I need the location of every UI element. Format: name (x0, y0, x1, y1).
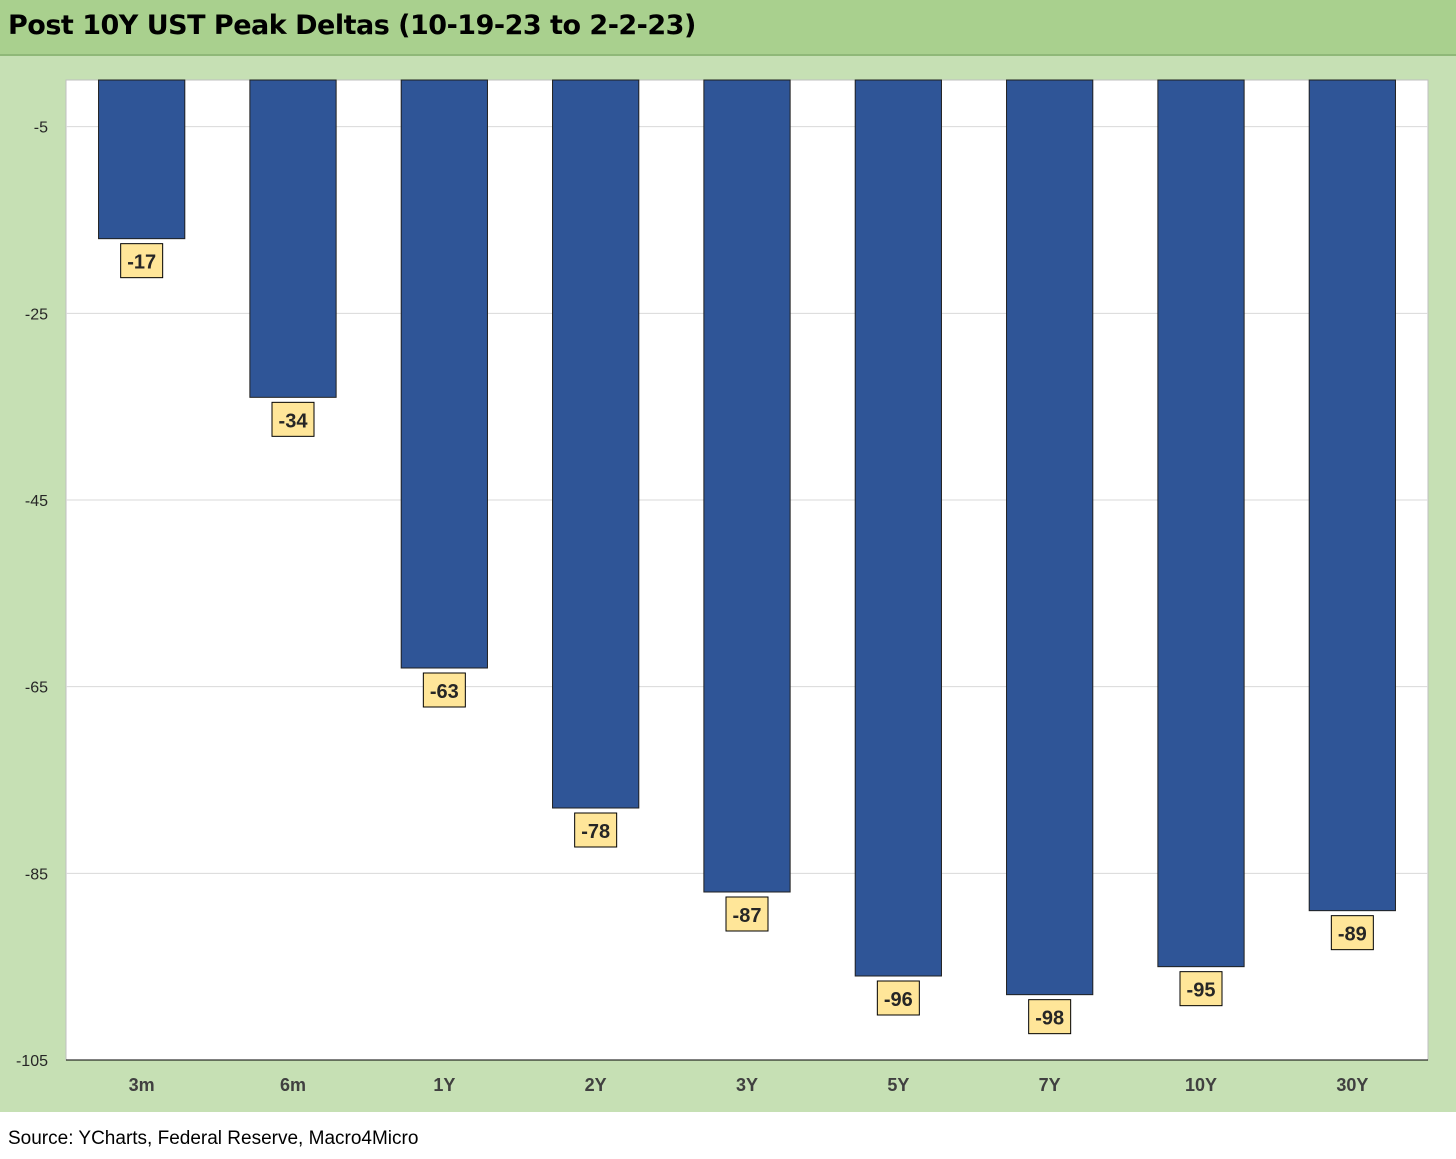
data-label: -95 (1187, 980, 1216, 1002)
bars (98, 79, 1396, 996)
y-tick-label: -85 (25, 866, 48, 883)
bar-2Y (552, 79, 640, 809)
x-tick-label: 3Y (736, 1075, 758, 1095)
data-label: -34 (279, 410, 309, 432)
data-label-box (422, 672, 466, 708)
x-tick-label: 30Y (1336, 1075, 1368, 1095)
bar-chart: -5 -25 -45 -65 -85 -105 -17 -34 -63 -78 -87 -96 -98… (16, 79, 1429, 1095)
x-tick-label: 5Y (887, 1075, 909, 1095)
data-label: -89 (1338, 924, 1367, 946)
data-label-box (725, 896, 769, 932)
data-label-box (876, 980, 920, 1016)
data-label-box (1028, 999, 1072, 1035)
x-tick-label: 2Y (585, 1075, 607, 1095)
data-label: -78 (581, 821, 610, 843)
x-axis: 3m 6m 1Y 2Y 3Y 5Y 7Y 10Y 30Y (129, 1075, 1369, 1095)
x-tick-label: 1Y (433, 1075, 455, 1095)
data-label: -96 (884, 989, 913, 1011)
data-label-box (1179, 971, 1223, 1007)
y-tick-label: -105 (16, 1053, 48, 1070)
data-label: -17 (127, 252, 156, 274)
bar-7Y (1006, 79, 1094, 996)
data-labels: -17 -34 -63 -78 -87 -96 -98 -95 -89 (120, 243, 1374, 1035)
bar-3m (98, 79, 186, 240)
bar-30Y (1308, 79, 1396, 912)
y-tick-label: -5 (34, 120, 48, 137)
bar-10Y (1157, 79, 1245, 968)
x-tick-label: 3m (129, 1075, 155, 1095)
data-label: -98 (1035, 1008, 1064, 1030)
data-label-box (1330, 915, 1374, 951)
y-tick-label: -25 (25, 306, 48, 323)
x-tick-label: 7Y (1039, 1075, 1061, 1095)
x-tick-label: 10Y (1185, 1075, 1217, 1095)
data-label-box (271, 401, 315, 437)
y-axis: -5 -25 -45 -65 -85 -105 (16, 120, 48, 1070)
data-label: -87 (733, 905, 762, 927)
chart-title: Post 10Y UST Peak Deltas (10-19-23 to 2-… (8, 10, 696, 41)
x-tick-label: 6m (280, 1075, 306, 1095)
bar-3Y (703, 79, 791, 893)
data-label-box (574, 812, 618, 848)
data-label-box (120, 243, 164, 279)
y-tick-label: -45 (25, 493, 48, 510)
data-label: -63 (430, 681, 459, 703)
y-tick-label: -65 (25, 680, 48, 697)
bar-6m (249, 79, 337, 398)
footer: Source: YCharts, Federal Reserve, Macro4… (0, 1112, 1456, 1159)
source-note: Source: YCharts, Federal Reserve, Macro4… (8, 1128, 419, 1149)
bar-1Y (400, 79, 488, 669)
bar-5Y (854, 79, 942, 977)
title-bar: Post 10Y UST Peak Deltas (10-19-23 to 2-… (0, 0, 1456, 56)
